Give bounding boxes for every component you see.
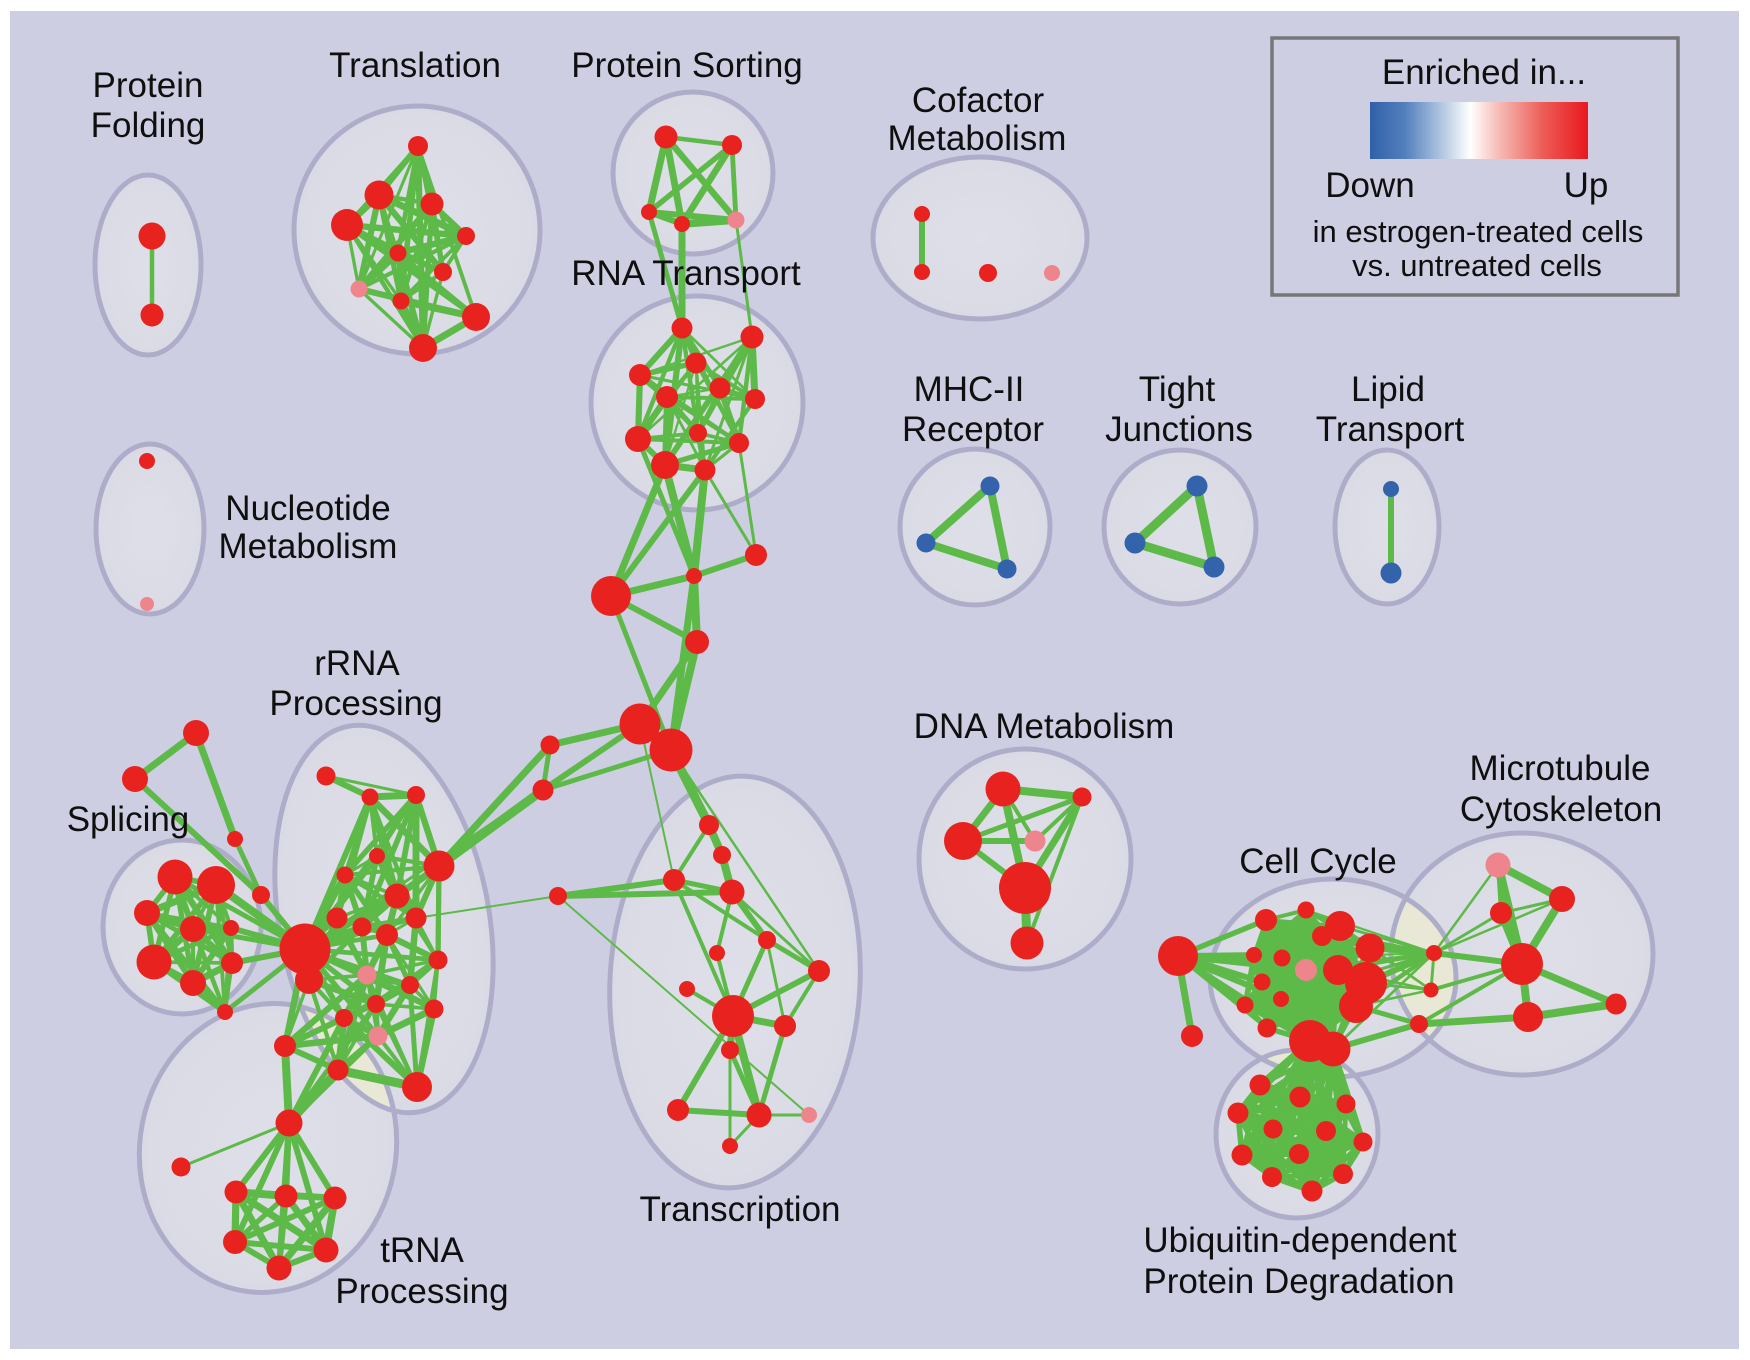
svg-text:in estrogen-treated cells: in estrogen-treated cells [1313,214,1644,249]
svg-text:DNA Metabolism: DNA Metabolism [914,707,1175,746]
svg-text:Cytoskeleton: Cytoskeleton [1460,790,1662,829]
svg-text:Receptor: Receptor [902,410,1044,449]
svg-text:Processing: Processing [269,684,442,723]
svg-text:Processing: Processing [335,1272,508,1311]
svg-text:Microtubule: Microtubule [1470,749,1651,788]
svg-text:Tight: Tight [1139,370,1216,409]
svg-text:Splicing: Splicing [67,800,190,839]
svg-text:vs. untreated cells: vs. untreated cells [1352,248,1602,283]
svg-text:Metabolism: Metabolism [888,119,1067,158]
svg-text:Transport: Transport [1316,410,1465,449]
svg-text:Protein: Protein [93,66,204,105]
svg-text:Folding: Folding [91,106,206,145]
svg-text:Enriched in...: Enriched in... [1382,53,1586,92]
svg-text:tRNA: tRNA [380,1231,464,1270]
svg-text:Transcription: Transcription [640,1190,841,1229]
svg-text:RNA Transport: RNA Transport [571,254,801,293]
svg-text:Protein Degradation: Protein Degradation [1143,1262,1454,1301]
svg-text:Junctions: Junctions [1105,410,1253,449]
svg-text:Protein Sorting: Protein Sorting [571,46,803,85]
svg-text:MHC-II: MHC-II [914,370,1025,409]
svg-text:Nucleotide: Nucleotide [225,489,390,528]
svg-text:rRNA: rRNA [314,644,400,683]
svg-text:Ubiquitin-dependent: Ubiquitin-dependent [1143,1221,1457,1260]
svg-text:Cofactor: Cofactor [912,81,1045,120]
svg-text:Up: Up [1564,166,1609,205]
svg-text:Metabolism: Metabolism [219,527,398,566]
svg-text:Translation: Translation [329,46,501,85]
svg-text:Down: Down [1325,166,1414,205]
svg-text:Cell Cycle: Cell Cycle [1239,842,1397,881]
svg-text:Lipid: Lipid [1351,370,1425,409]
